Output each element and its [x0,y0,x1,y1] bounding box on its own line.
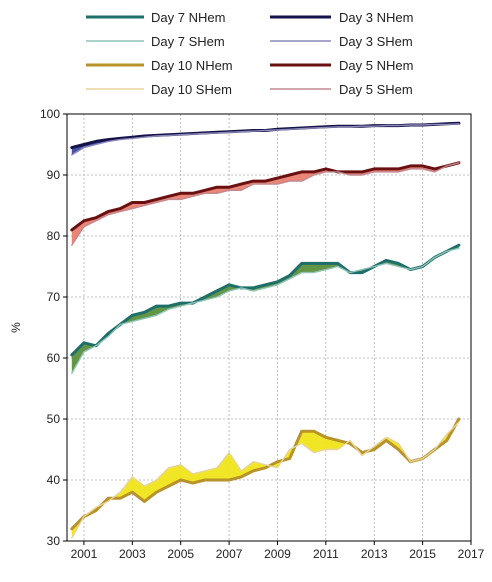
series-line-day-5-shem [71,162,460,246]
series-line-day-5-nhem [70,161,461,232]
x-tick-label: 2009 [264,547,291,561]
y-tick-label: 90 [47,168,61,182]
series-line-day-3-shem [71,123,460,156]
legend-label: Day 3 SHem [339,34,413,49]
series-line-day-10-nhem [70,417,461,531]
y-tick-label: 70 [47,290,61,304]
x-tick-label: 2013 [361,547,388,561]
legend-label: Day 5 SHem [339,82,413,97]
series-line-day-3-nhem [70,121,461,150]
x-tick-label: 2007 [216,547,243,561]
axis-ticks: 30 40 50 60 70 80 90 100 2001 2003 2005 2007 2009 201… [40,107,485,561]
band-day-10-nhem [71,419,459,538]
legend-label: Day 10 NHem [151,58,233,73]
y-axis-label: % [9,322,23,333]
y-tick-label: 30 [47,534,61,548]
x-tick-label: 2001 [71,547,98,561]
y-tick-label: 60 [47,351,61,365]
y-tick-label: 40 [47,473,61,487]
x-tick-label: 2011 [313,547,339,561]
legend: Day 7 NHem Day 3 NHem Day 7 SHem Day 3 SHem… [86,10,413,97]
series-fills [71,123,459,538]
legend-label: Day 5 NHem [339,58,413,73]
grid [67,114,471,541]
legend-label: Day 10 SHem [151,82,232,97]
x-tick-label: 2003 [119,547,146,561]
series-line-day-10-shem [71,421,460,539]
y-tick-label: 50 [47,412,61,426]
series-line-day-7-nhem [70,243,461,357]
series-lines [70,121,461,539]
x-tick-label: 2017 [458,547,485,561]
x-tick-label: 2005 [167,547,194,561]
plot-frame [66,113,472,542]
legend-label: Day 7 SHem [151,34,225,49]
legend-label: Day 7 NHem [151,10,225,25]
x-tick-label: 2015 [409,547,436,561]
legend-label: Day 3 NHem [339,10,413,25]
y-tick-label: 80 [47,229,61,243]
series-line-day-7-shem [71,247,460,374]
y-tick-label: 100 [40,107,60,121]
